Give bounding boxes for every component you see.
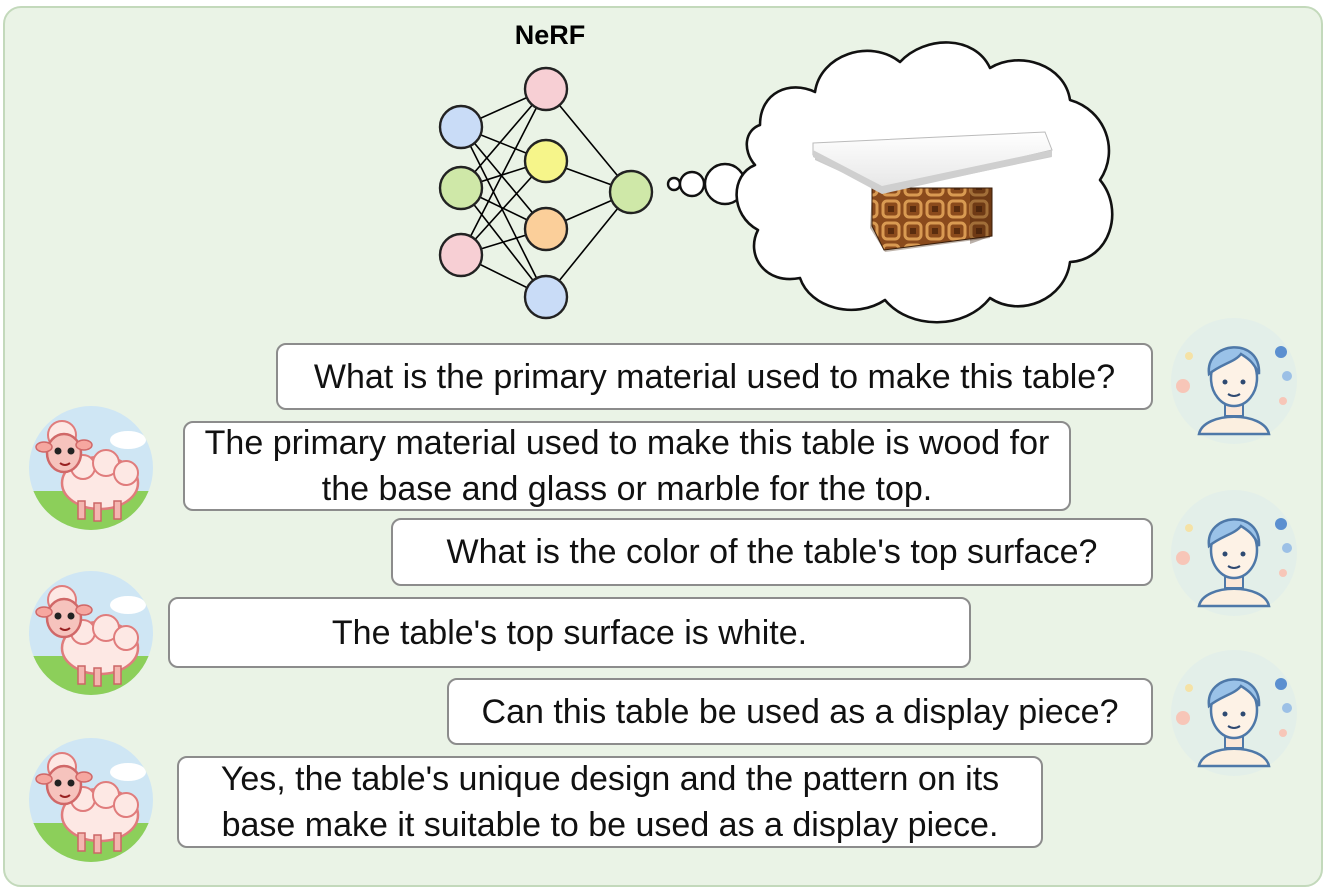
input-node-2 [438, 165, 484, 211]
user-bubble-3: Can this table be used as a display piec… [447, 678, 1153, 745]
assistant-bubble-1: The primary material used to make this t… [183, 421, 1071, 511]
user-bubble-1: What is the primary material used to mak… [276, 343, 1153, 410]
assistant-bubble-3: Yes, the table's unique design and the p… [177, 756, 1043, 848]
user-bubble-2: What is the color of the table's top sur… [391, 518, 1153, 586]
sheep-avatar-icon [29, 738, 153, 862]
hidden-node-3 [523, 206, 569, 252]
hidden-node-1 [523, 66, 569, 112]
person-avatar-icon [1171, 490, 1297, 616]
sheep-avatar-icon [29, 571, 153, 695]
person-avatar-icon [1171, 318, 1297, 444]
thought-dots [666, 162, 747, 206]
hidden-node-4 [523, 274, 569, 320]
assistant-bubble-2: The table's top surface is white. [168, 597, 971, 668]
hidden-node-2 [523, 138, 569, 184]
input-node-1 [438, 104, 484, 150]
sheep-avatar-icon [29, 406, 153, 530]
nerf-title: NeRF [514, 20, 586, 50]
person-avatar-icon [1171, 650, 1297, 776]
table-render [812, 131, 1053, 252]
output-node [608, 169, 654, 215]
network-edges [460, 88, 632, 298]
input-node-3 [438, 232, 484, 278]
